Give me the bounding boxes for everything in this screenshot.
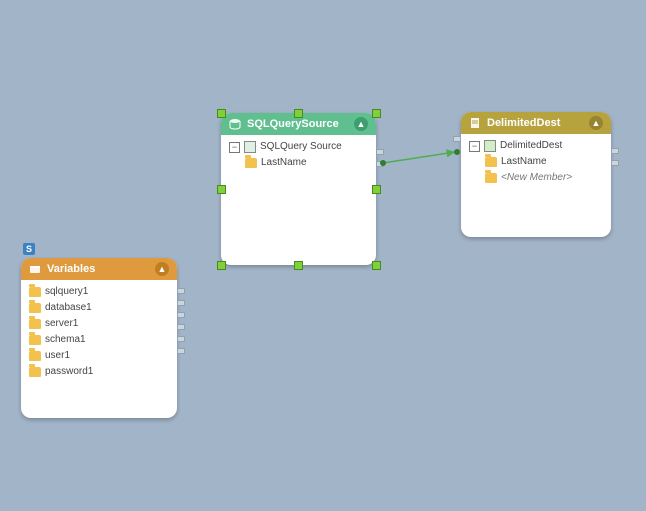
node-title: DelimitedDest xyxy=(487,117,583,129)
row-label: LastName xyxy=(261,156,307,170)
tree-root-row[interactable]: − SQLQuery Source xyxy=(221,139,376,155)
node-body: sqlquery1 database1 server1 schema1 user… xyxy=(21,280,177,384)
output-port[interactable] xyxy=(376,149,384,155)
node-sqlquerysource[interactable]: SQLQuerySource ▲ − SQLQuery Source LastN… xyxy=(221,113,376,265)
folder-icon xyxy=(245,158,257,168)
output-port[interactable] xyxy=(177,336,185,342)
entity-icon xyxy=(244,141,256,153)
var-row[interactable]: server1 xyxy=(21,316,177,332)
diagram-canvas[interactable]: { "canvas": { "width": 646, "height": 51… xyxy=(0,0,646,511)
resize-handle-sw[interactable] xyxy=(217,261,226,270)
file-icon xyxy=(469,117,481,129)
output-port[interactable] xyxy=(177,312,185,318)
node-header-delimiteddest[interactable]: DelimitedDest ▲ xyxy=(461,112,611,134)
folder-icon xyxy=(29,367,41,377)
resize-handle-e[interactable] xyxy=(372,185,381,194)
collapse-toggle[interactable]: ▲ xyxy=(155,262,169,276)
var-row[interactable]: database1 xyxy=(21,300,177,316)
row-label: LastName xyxy=(501,155,547,169)
folder-icon xyxy=(29,335,41,345)
output-port[interactable] xyxy=(177,348,185,354)
node-header-variables[interactable]: Variables ▲ xyxy=(21,258,177,280)
database-icon xyxy=(229,118,241,130)
node-delimiteddest[interactable]: DelimitedDest ▲ − DelimitedDest LastName… xyxy=(461,112,611,237)
folder-icon xyxy=(485,157,497,167)
node-badge-variables: S xyxy=(23,243,35,255)
row-label: sqlquery1 xyxy=(45,285,88,299)
input-port[interactable] xyxy=(453,136,461,142)
var-row[interactable]: schema1 xyxy=(21,332,177,348)
new-member-row[interactable]: <New Member> xyxy=(461,170,611,186)
resize-handle-w[interactable] xyxy=(217,185,226,194)
resize-handle-se[interactable] xyxy=(372,261,381,270)
row-label: database1 xyxy=(45,301,92,315)
output-port[interactable] xyxy=(611,160,619,166)
resize-handle-s[interactable] xyxy=(294,261,303,270)
folder-icon xyxy=(29,351,41,361)
row-label: schema1 xyxy=(45,333,86,347)
row-label: server1 xyxy=(45,317,78,331)
folder-icon xyxy=(29,303,41,313)
output-port[interactable] xyxy=(611,148,619,154)
tree-child-row[interactable]: LastName xyxy=(461,154,611,170)
folder-icon xyxy=(29,287,41,297)
row-label: DelimitedDest xyxy=(500,139,562,153)
row-label: user1 xyxy=(45,349,70,363)
node-body: − SQLQuery Source LastName xyxy=(221,135,376,175)
output-port[interactable] xyxy=(177,288,185,294)
tree-root-row[interactable]: − DelimitedDest xyxy=(461,138,611,154)
output-port[interactable] xyxy=(376,161,384,167)
collapse-icon[interactable]: − xyxy=(469,141,480,152)
node-body: − DelimitedDest LastName <New Member> xyxy=(461,134,611,190)
folder-icon xyxy=(485,173,497,183)
node-title: SQLQuerySource xyxy=(247,118,348,130)
row-label: password1 xyxy=(45,365,93,379)
row-label: <New Member> xyxy=(501,171,572,185)
resize-handle-nw[interactable] xyxy=(217,109,226,118)
var-row[interactable]: password1 xyxy=(21,364,177,380)
resize-handle-ne[interactable] xyxy=(372,109,381,118)
output-port[interactable] xyxy=(177,324,185,330)
collapse-toggle[interactable]: ▲ xyxy=(354,117,368,131)
row-label: SQLQuery Source xyxy=(260,140,342,154)
collapse-icon[interactable]: − xyxy=(229,142,240,153)
output-port[interactable] xyxy=(177,300,185,306)
var-row[interactable]: sqlquery1 xyxy=(21,284,177,300)
node-variables[interactable]: Variables ▲ sqlquery1 database1 server1 … xyxy=(21,258,177,418)
var-row[interactable]: user1 xyxy=(21,348,177,364)
variables-icon xyxy=(29,263,41,275)
node-title: Variables xyxy=(47,263,149,275)
tree-child-row[interactable]: LastName xyxy=(221,155,376,171)
entity-icon xyxy=(484,140,496,152)
resize-handle-n[interactable] xyxy=(294,109,303,118)
folder-icon xyxy=(29,319,41,329)
collapse-toggle[interactable]: ▲ xyxy=(589,116,603,130)
